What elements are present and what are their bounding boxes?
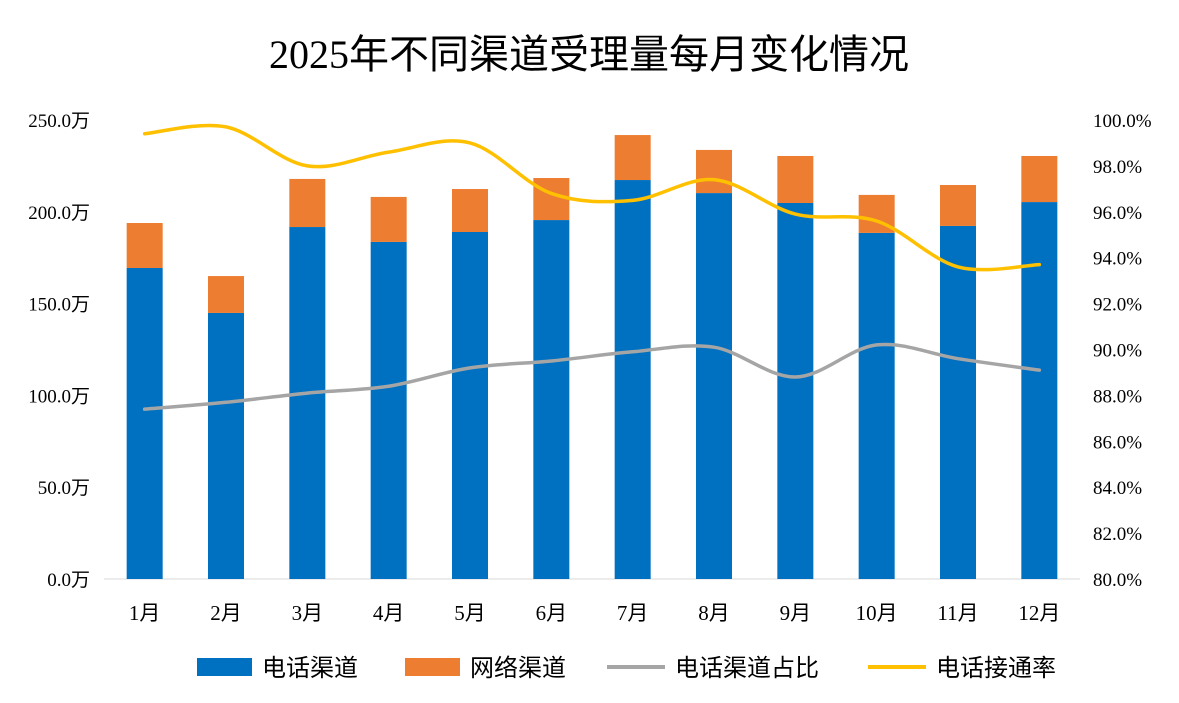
x-tick-label: 5月 bbox=[454, 601, 486, 625]
x-tick-label: 8月 bbox=[698, 601, 730, 625]
bar-电话渠道 bbox=[1021, 202, 1058, 579]
bar-电话渠道 bbox=[696, 193, 732, 579]
left-tick-label: 200.0万 bbox=[28, 203, 90, 224]
chart-title: 2025年不同渠道受理量每月变化情况 bbox=[269, 32, 909, 77]
right-tick-label: 90.0% bbox=[1093, 341, 1142, 362]
bar-网络渠道 bbox=[533, 178, 570, 221]
bar-电话渠道 bbox=[126, 267, 163, 579]
right-tick-label: 92.0% bbox=[1093, 295, 1142, 316]
x-tick-label: 4月 bbox=[373, 601, 405, 625]
bar-网络渠道 bbox=[289, 178, 326, 228]
x-tick-label: 1月 bbox=[129, 601, 161, 625]
bar-电话渠道 bbox=[858, 232, 895, 579]
legend-label: 电话渠道占比 bbox=[675, 655, 819, 682]
right-tick-label: 96.0% bbox=[1093, 203, 1142, 224]
bar-电话渠道 bbox=[452, 231, 488, 579]
legend-swatch bbox=[197, 658, 252, 676]
bar-电话渠道 bbox=[533, 220, 570, 579]
x-tick-label: 10月 bbox=[856, 601, 898, 625]
x-tick-label: 12月 bbox=[1018, 601, 1060, 625]
x-tick-label: 9月 bbox=[780, 601, 812, 625]
bar-网络渠道 bbox=[452, 189, 488, 232]
bar-网络渠道 bbox=[208, 276, 244, 313]
x-tick-label: 7月 bbox=[617, 601, 649, 625]
legend-item: 网络渠道 bbox=[405, 655, 566, 682]
line-电话渠道占比 bbox=[142, 342, 1042, 411]
bar-网络渠道 bbox=[696, 149, 732, 194]
bar-电话渠道 bbox=[940, 225, 976, 579]
left-tick-label: 100.0万 bbox=[28, 386, 90, 407]
bar-电话渠道 bbox=[777, 202, 814, 580]
left-tick-label: 0.0万 bbox=[47, 570, 90, 591]
x-tick-label: 11月 bbox=[937, 601, 978, 625]
right-tick-label: 100.0% bbox=[1093, 111, 1152, 132]
legend-label: 电话渠道 bbox=[262, 655, 358, 682]
right-tick-label: 80.0% bbox=[1093, 570, 1142, 591]
right-tick-label: 98.0% bbox=[1093, 157, 1142, 178]
x-tick-label: 3月 bbox=[292, 601, 324, 625]
bar-电话渠道 bbox=[208, 312, 244, 579]
legend-item: 电话接通率 bbox=[868, 655, 1056, 682]
x-tick-label: 2月 bbox=[210, 601, 242, 625]
bar-网络渠道 bbox=[614, 135, 651, 181]
legend-item: 电话渠道 bbox=[197, 655, 358, 682]
line-电话接通率 bbox=[142, 123, 1042, 272]
right-tick-label: 88.0% bbox=[1093, 386, 1142, 407]
legend-label: 电话接通率 bbox=[936, 655, 1056, 682]
legend-label: 网络渠道 bbox=[470, 655, 566, 682]
left-tick-label: 50.0万 bbox=[38, 478, 90, 499]
bar-电话渠道 bbox=[289, 227, 326, 579]
right-tick-label: 86.0% bbox=[1093, 432, 1142, 453]
bar-网络渠道 bbox=[370, 196, 407, 242]
bar-网络渠道 bbox=[1021, 155, 1058, 203]
legend-swatch bbox=[405, 658, 460, 676]
right-tick-label: 84.0% bbox=[1093, 478, 1142, 499]
x-tick-label: 6月 bbox=[536, 601, 568, 625]
right-tick-label: 94.0% bbox=[1093, 249, 1142, 270]
left-tick-label: 250.0万 bbox=[28, 111, 90, 132]
bar-电话渠道 bbox=[614, 180, 651, 579]
bar-网络渠道 bbox=[777, 155, 814, 203]
bar-网络渠道 bbox=[126, 222, 163, 268]
bar-网络渠道 bbox=[940, 184, 976, 226]
bar-电话渠道 bbox=[370, 241, 407, 579]
right-tick-label: 82.0% bbox=[1093, 524, 1142, 545]
left-tick-label: 150.0万 bbox=[28, 295, 90, 316]
legend-item: 电话渠道占比 bbox=[607, 655, 819, 682]
